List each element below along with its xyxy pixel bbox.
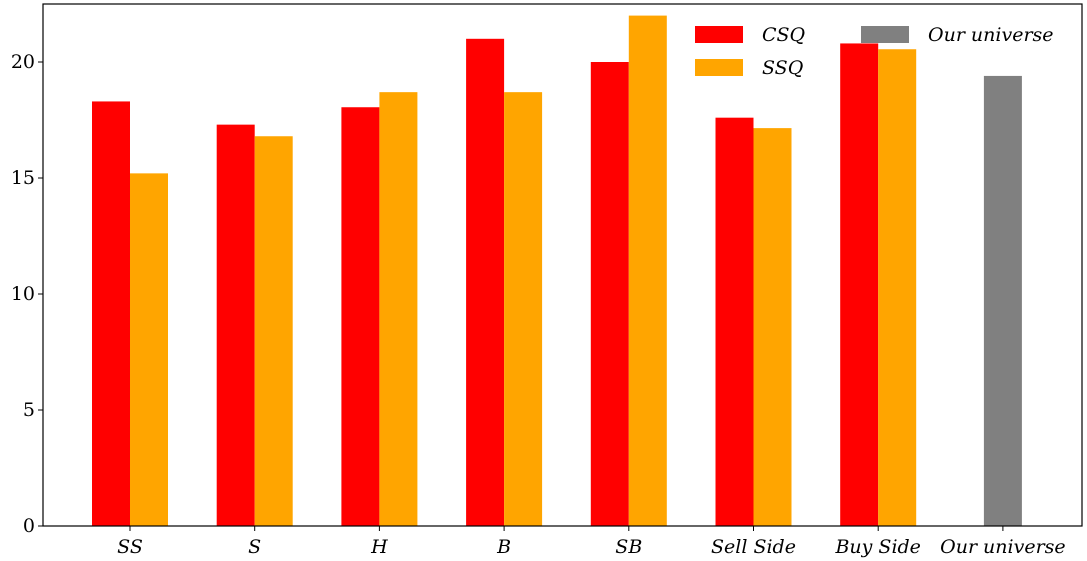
bar-ssq-sell-side bbox=[753, 128, 792, 526]
legend: CSQ SSQ Our universe bbox=[695, 24, 1054, 79]
y-tick-label: 0 bbox=[23, 515, 35, 537]
bar-ssq-buy-side bbox=[878, 49, 917, 527]
y-tick-label: 15 bbox=[11, 167, 35, 189]
bar-csq-buy-side bbox=[840, 43, 879, 526]
x-tick-label: Buy Side bbox=[834, 536, 920, 558]
x-tick-label: B bbox=[496, 536, 511, 558]
plot-frame bbox=[42, 3, 1083, 527]
x-tick-label: SS bbox=[117, 536, 143, 558]
legend-label: SSQ bbox=[762, 57, 803, 79]
legend-swatch bbox=[861, 26, 909, 43]
legend-label: Our universe bbox=[928, 24, 1054, 46]
bar-csq-h bbox=[341, 107, 380, 527]
legend-swatch bbox=[695, 26, 743, 43]
bar-csq-sell-side bbox=[715, 117, 754, 527]
bar-ssq-h bbox=[379, 92, 418, 526]
bar-csq-b bbox=[466, 38, 505, 527]
legend-label: CSQ bbox=[762, 24, 805, 46]
bar-csq-ss bbox=[92, 101, 130, 526]
bar-csq-sb bbox=[590, 62, 629, 526]
x-tick-label: Sell Side bbox=[711, 536, 796, 558]
bar-ssq-ss bbox=[130, 173, 168, 527]
y-tick-label: 20 bbox=[11, 51, 35, 73]
bar-ssq-s bbox=[254, 136, 293, 527]
y-tick-label: 5 bbox=[23, 399, 35, 421]
x-axis: SS S H B SB Sell Side Buy Side Our universe bbox=[117, 526, 1066, 558]
x-tick-label: Our universe bbox=[940, 536, 1066, 558]
x-tick-label: S bbox=[248, 536, 261, 558]
y-axis: 0 5 10 15 20 bbox=[11, 51, 43, 537]
y-tick-label: 10 bbox=[11, 283, 35, 305]
legend-swatch bbox=[695, 59, 743, 76]
bar-csq-s bbox=[216, 124, 255, 526]
bar-our-universe-our-universe bbox=[983, 75, 1022, 527]
bar-ssq-sb bbox=[628, 15, 667, 526]
bars-layer bbox=[92, 15, 1022, 527]
bar-ssq-b bbox=[504, 92, 543, 526]
x-tick-label: H bbox=[370, 536, 388, 558]
x-tick-label: SB bbox=[615, 536, 642, 558]
